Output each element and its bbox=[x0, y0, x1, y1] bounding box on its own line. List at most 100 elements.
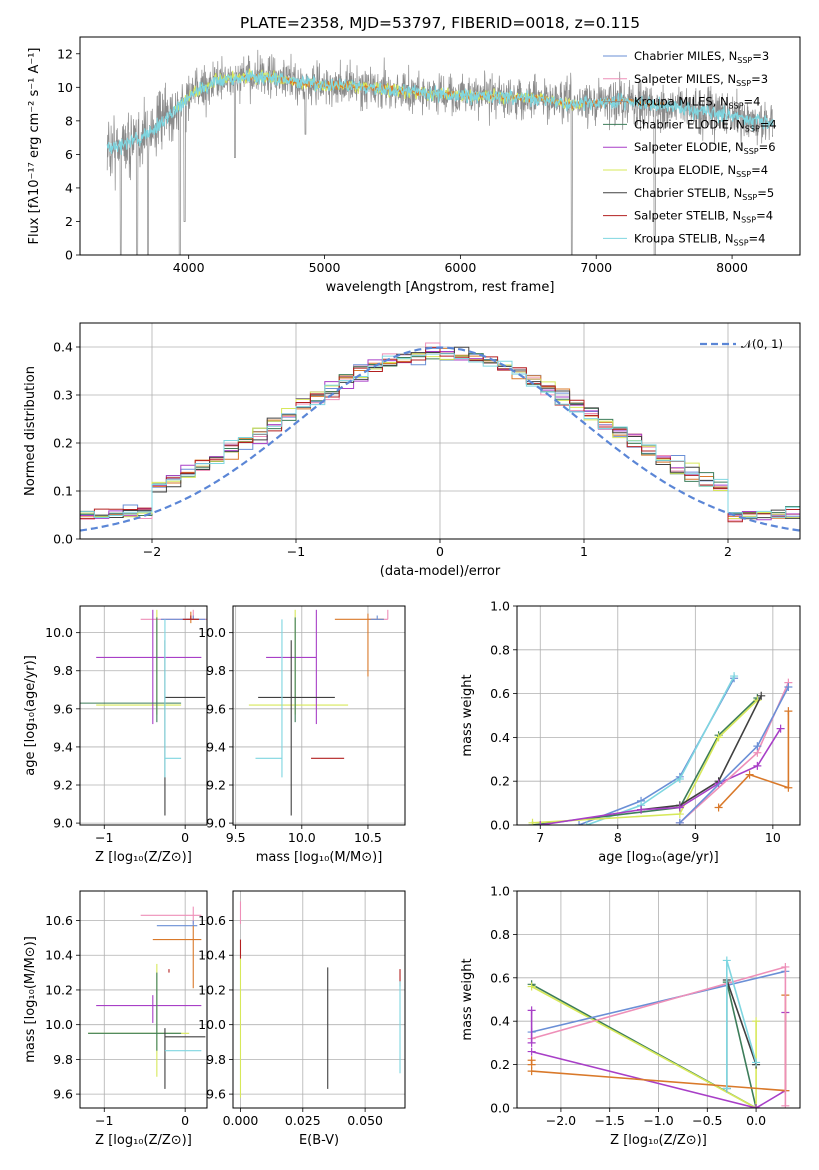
mass-vs-Z-ylabel: mass [log₁₀(M/M⊙)] bbox=[23, 936, 38, 1063]
spectrum-xtick-label: 7000 bbox=[580, 260, 612, 275]
weight-vs-age-xtick-label: 10 bbox=[765, 830, 781, 845]
residual-hist-ytick-label: 0.1 bbox=[53, 484, 73, 499]
weight-vs-Z-xtick-label: −2.0 bbox=[546, 1113, 576, 1128]
spectrum-ytick-label: 6 bbox=[65, 147, 73, 162]
mass-vs-ebv-ytick-label: 9.6 bbox=[206, 1087, 226, 1102]
age-vs-Z-xlabel: Z [log₁₀(Z/Z⊙)] bbox=[95, 850, 192, 865]
mass-vs-ebv-ytick-label: 10.2 bbox=[198, 982, 226, 997]
mass-vs-Z-ytick-label: 10.6 bbox=[45, 913, 73, 928]
weight-vs-Z-ytick-label: 0.6 bbox=[490, 970, 510, 985]
weight-point-marker bbox=[752, 1058, 761, 1067]
weight-point-marker bbox=[722, 1084, 731, 1093]
spectrum-ytick-label: 2 bbox=[65, 214, 73, 229]
histogram-series-8 bbox=[80, 353, 800, 519]
weight-vs-Z-ytick-label: 0.8 bbox=[490, 927, 510, 942]
weight-vs-age-grid bbox=[517, 605, 800, 826]
weight-series-line bbox=[540, 728, 782, 825]
residual-hist-ytick-label: 0.0 bbox=[53, 532, 73, 547]
mass-vs-Z-plot-area bbox=[88, 906, 206, 1089]
residual-hist-ytick-label: 0.3 bbox=[53, 388, 73, 403]
age-vs-mass-ytick-label: 9.2 bbox=[206, 778, 226, 793]
weight-vs-Z-ytick-label: 0.0 bbox=[490, 1101, 510, 1116]
residual-hist-ytick-label: 0.4 bbox=[53, 340, 73, 355]
weight-vs-Z-ytick-label: 0.2 bbox=[490, 1057, 510, 1072]
mass-vs-ebv-frame bbox=[232, 890, 406, 1109]
residual-hist-xtick-label: 2 bbox=[724, 544, 732, 559]
residual-legend: 𝒩(0, 1) bbox=[700, 337, 783, 351]
weight-point-marker bbox=[637, 805, 646, 814]
weight-point-marker bbox=[714, 733, 723, 742]
weight-vs-age-xtick-label: 9 bbox=[691, 830, 699, 845]
mass-vs-Z-ytick-label: 10.4 bbox=[45, 948, 73, 963]
weight-series-line bbox=[531, 970, 786, 1033]
mass-vs-ebv-xlabel: E(B-V) bbox=[299, 1133, 339, 1148]
weight-vs-age-ytick-label: 1.0 bbox=[490, 599, 510, 614]
weight-point-marker bbox=[714, 803, 723, 812]
legend-label: Salpeter STELIB, NSSP=4 bbox=[634, 209, 773, 225]
age-vs-mass-ytick-label: 9.6 bbox=[206, 701, 226, 716]
weight-vs-Z-ylabel: mass weight bbox=[460, 958, 475, 1040]
mass-vs-Z-grid bbox=[80, 891, 207, 1108]
weight-series-line bbox=[679, 686, 790, 824]
weight-vs-age-xlabel: age [log₁₀(age/yr)] bbox=[598, 850, 719, 865]
mass-vs-ebv-xtick-label: 0.025 bbox=[285, 1113, 321, 1128]
legend-label: Kroupa STELIB, NSSP=4 bbox=[634, 231, 765, 247]
weight-point-marker bbox=[781, 962, 790, 971]
weight-series-line bbox=[531, 985, 757, 1108]
mass-vs-ebv-panel: 0.000 0.025 0.050 9.6 9.8 10.0 10.2 10.4 10.6 E(B… bbox=[198, 890, 406, 1148]
age-vs-mass-ytick-label: 9.8 bbox=[206, 663, 226, 678]
age-vs-mass-xlabel: mass [log₁₀(M/M⊙)] bbox=[256, 850, 383, 865]
spectrum-xtick-label: 8000 bbox=[716, 260, 748, 275]
mass-vs-Z-ytick-label: 10.2 bbox=[45, 982, 73, 997]
weight-vs-age-ytick-label: 0.2 bbox=[490, 774, 510, 789]
mass-vs-ebv-xtick-label: 0.000 bbox=[223, 1113, 259, 1128]
weight-point-marker bbox=[730, 672, 739, 681]
weight-vs-Z-ytick-label: 0.4 bbox=[490, 1014, 510, 1029]
age-vs-mass-ytick-label: 10.0 bbox=[198, 625, 226, 640]
histogram-series-5 bbox=[80, 353, 800, 520]
weight-point-marker bbox=[784, 707, 793, 716]
spectrum-xtick-label: 5000 bbox=[309, 260, 341, 275]
normal-pdf-curve bbox=[80, 346, 800, 532]
weight-vs-age-ytick-label: 0.0 bbox=[490, 818, 510, 833]
weight-series-line bbox=[718, 711, 790, 809]
weight-series-line bbox=[726, 979, 757, 1089]
spectrum-frame bbox=[79, 36, 801, 256]
weight-vs-Z-frame bbox=[516, 890, 801, 1109]
age-vs-Z-ylabel: age [log₁₀(age/yr)] bbox=[23, 655, 38, 776]
residual-hist-xtick-label: 1 bbox=[580, 544, 588, 559]
weight-point-marker bbox=[536, 821, 545, 825]
weight-vs-age-xtick-label: 7 bbox=[536, 830, 544, 845]
mass-vs-ebv-xtick-label: 0.050 bbox=[347, 1113, 383, 1128]
weight-point-marker bbox=[784, 783, 793, 792]
weight-point-marker bbox=[582, 821, 591, 825]
weight-vs-Z-xlabel: Z [log₁₀(Z/Z⊙)] bbox=[610, 1133, 707, 1148]
age-vs-mass-xtick-label: 10.5 bbox=[354, 830, 382, 845]
weight-point-marker bbox=[527, 1038, 536, 1047]
spectrum-xlabel: wavelength [Angstrom, rest frame] bbox=[326, 280, 555, 295]
spectrum-xtick-label: 4000 bbox=[173, 260, 205, 275]
spectrum-panel: 4000 5000 6000 7000 8000 0 2 4 6 8 10 12 wavelength … bbox=[27, 36, 801, 295]
mass-vs-Z-ytick-label: 10.0 bbox=[45, 1017, 73, 1032]
mass-vs-ebv-grid bbox=[233, 891, 405, 1108]
age-vs-mass-grid bbox=[233, 606, 405, 825]
age-vs-Z-xtick-label: 0 bbox=[181, 830, 189, 845]
mass-vs-Z-ytick-label: 9.6 bbox=[53, 1087, 73, 1102]
mass-vs-ebv-ytick-label: 10.4 bbox=[198, 948, 226, 963]
weight-series-line bbox=[532, 699, 758, 824]
weight-vs-age-ylabel: mass weight bbox=[460, 674, 475, 756]
weight-point-marker bbox=[776, 724, 785, 733]
mass-vs-Z-xlabel: Z [log₁₀(Z/Z⊙)] bbox=[95, 1133, 192, 1148]
age-vs-mass-plot-area bbox=[248, 609, 389, 816]
weight-series-line bbox=[679, 682, 790, 824]
residual-hist-plot-area bbox=[80, 342, 800, 532]
weight-vs-age-panel: 7 8 9 10 0.0 0.2 0.4 0.6 0.8 1.0 age [log₁₀(age/yr… bbox=[460, 599, 801, 865]
age-vs-Z-ytick-label: 9.6 bbox=[53, 701, 73, 716]
age-vs-Z-frame bbox=[79, 605, 208, 826]
residual-hist-frame bbox=[79, 322, 801, 540]
weight-vs-Z-ytick-label: 1.0 bbox=[490, 884, 510, 899]
mass-vs-Z-frame bbox=[79, 890, 208, 1109]
weight-point-marker bbox=[781, 1101, 790, 1108]
residual-hist-xtick-label: −1 bbox=[287, 544, 305, 559]
